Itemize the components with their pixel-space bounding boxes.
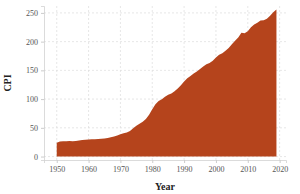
grid-line: [88, 6, 89, 160]
cpi-area: [57, 10, 277, 157]
x-tick: 1980: [145, 160, 161, 174]
y-tick: 0: [34, 153, 44, 162]
x-tick-label: 1950: [49, 165, 65, 174]
y-tick-label: 150: [26, 66, 38, 75]
x-tick: 2020: [272, 160, 288, 174]
x-axis-title: Year: [155, 181, 176, 192]
x-tick: 1990: [177, 160, 193, 174]
x-tick-mark: [216, 160, 217, 163]
x-axis-line: [45, 161, 287, 164]
y-axis: 0 50 100 150 200 250: [26, 7, 45, 162]
grid: [44, 6, 286, 160]
y-tick-mark: [41, 42, 44, 43]
y-tick-label: 0: [34, 153, 38, 162]
x-tick: 1960: [81, 160, 97, 174]
x-tick-mark: [89, 160, 90, 163]
grid-line: [44, 12, 286, 13]
chart: 1950 1960 1970 1980 1990 2000 2010 2020 0 50 100 15…: [0, 0, 300, 194]
y-tick-label: 250: [26, 9, 38, 18]
x-tick-mark: [184, 160, 185, 163]
x-tick: 2010: [240, 160, 256, 174]
y-tick-mark: [41, 70, 44, 71]
x-tick-label: 1980: [145, 165, 161, 174]
x-tick: 1970: [113, 160, 129, 174]
y-tick-mark: [41, 99, 44, 100]
y-tick-mark: [41, 13, 44, 14]
y-tick: 250: [26, 9, 44, 18]
x-tick-label: 2000: [208, 165, 224, 174]
grid-line: [279, 6, 280, 160]
y-tick: 50: [30, 124, 44, 133]
y-tick-label: 200: [26, 38, 38, 47]
x-tick-mark: [152, 160, 153, 163]
y-tick: 200: [26, 38, 44, 47]
x-tick-mark: [280, 160, 281, 163]
y-tick-label: 50: [30, 124, 38, 133]
x-tick-mark: [248, 160, 249, 163]
x-tick-mark: [120, 160, 121, 163]
y-tick-mark: [41, 128, 44, 129]
x-tick-mark: [57, 160, 58, 163]
x-tick-label: 1960: [81, 165, 97, 174]
y-axis-line: [41, 7, 45, 161]
x-tick-label: 1990: [177, 165, 193, 174]
grid-line: [56, 6, 57, 160]
data: [57, 10, 277, 157]
x-tick-label: 2020: [272, 165, 288, 174]
x-tick-label: 1970: [113, 165, 129, 174]
x-tick-label: 2010: [240, 165, 256, 174]
y-tick-mark: [41, 157, 44, 158]
x-tick: 1950: [49, 160, 65, 174]
y-tick-label: 100: [26, 95, 38, 104]
y-axis-title: CPI: [2, 74, 13, 91]
x-tick: 2000: [208, 160, 224, 174]
x-axis: 1950 1960 1970 1980 1990 2000 2010 2020: [45, 160, 289, 174]
y-tick: 100: [26, 95, 44, 104]
plot: 1950 1960 1970 1980 1990 2000 2010 2020 0 50 100 15…: [26, 6, 288, 174]
y-tick: 150: [26, 66, 44, 75]
